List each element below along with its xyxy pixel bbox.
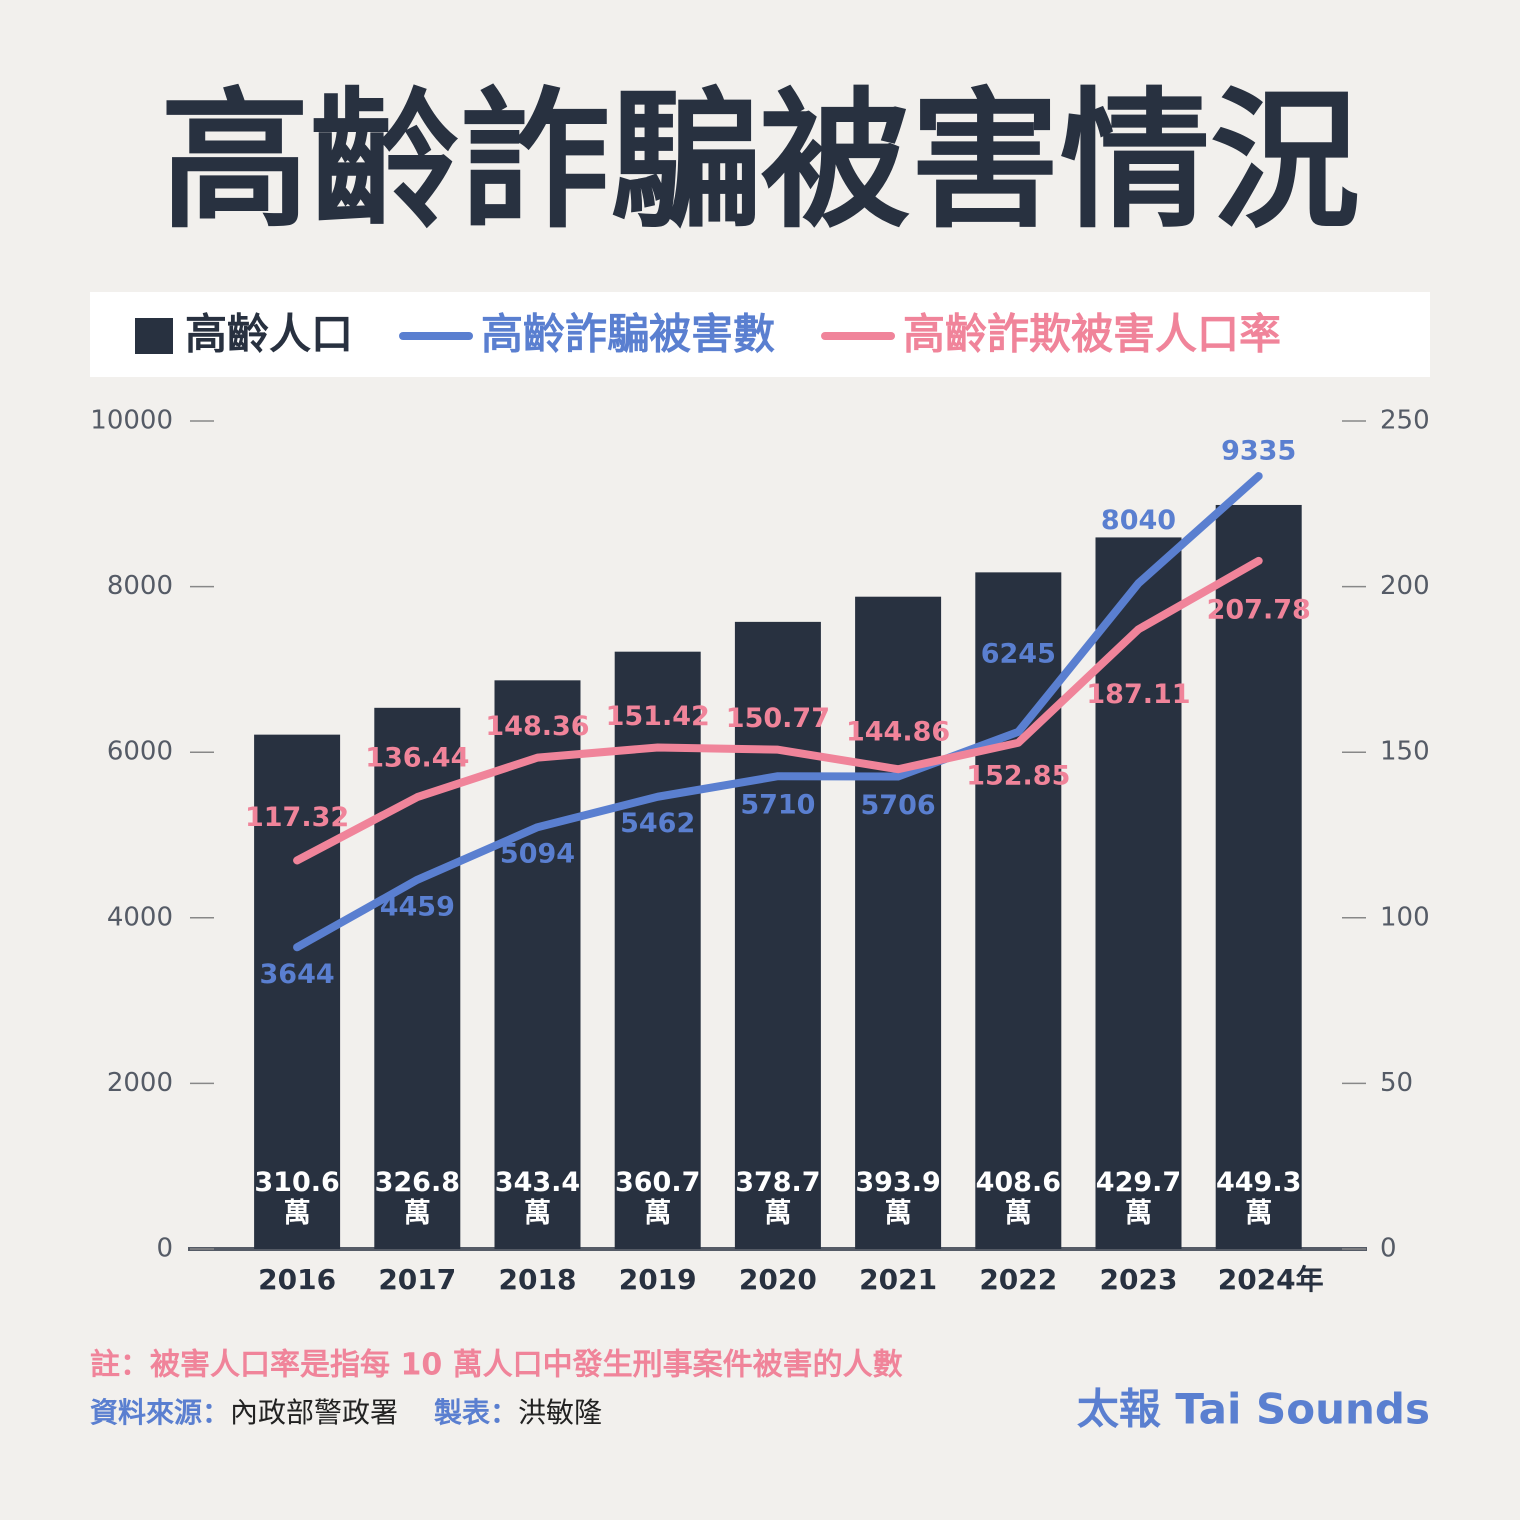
- bar: [855, 596, 942, 1249]
- bar: [614, 651, 701, 1249]
- line-value-label: 4459: [380, 891, 455, 922]
- x-tick-label: 2019: [619, 1263, 697, 1296]
- line-value-label: 136.44: [365, 743, 469, 774]
- y2-tick-label: 200: [1380, 571, 1430, 601]
- x-tick-label: 2017: [378, 1263, 456, 1296]
- source: 內政部警政署: [230, 1396, 398, 1429]
- line-value-label: 207.78: [1207, 594, 1311, 625]
- y2-tick-label: 0: [1380, 1234, 1397, 1264]
- bar-value-label: 429.7 萬: [1096, 1167, 1181, 1229]
- x-tick-label: 2020: [739, 1263, 817, 1296]
- line: [293, 472, 1263, 952]
- bar-value-label: 449.3 萬: [1216, 1167, 1301, 1229]
- x-tick-label: 2016: [258, 1263, 336, 1296]
- line-value-label: 117.32: [245, 802, 349, 833]
- bar-value-label: 408.6 萬: [976, 1167, 1061, 1229]
- legend-label: 高齡詐欺被害人口率: [903, 310, 1281, 359]
- bar-value-label: 393.9 萬: [855, 1167, 940, 1229]
- line-value-label: 5094: [500, 839, 575, 870]
- y2-tick-label: 250: [1380, 406, 1430, 436]
- line-value-label: 9335: [1221, 436, 1296, 467]
- y-tick-label: 0: [156, 1234, 173, 1264]
- line-value-label: 150.77: [726, 703, 830, 734]
- line-value-label: 151.42: [606, 701, 710, 732]
- legend-swatch: [135, 318, 173, 354]
- line: [293, 556, 1263, 865]
- y-tick-label: 4000: [107, 902, 173, 932]
- x-tick-label: 2024年: [1218, 1263, 1324, 1296]
- bar: [1215, 504, 1302, 1249]
- y-tick-label: 2000: [107, 1068, 173, 1098]
- y2-tick-label: 150: [1380, 737, 1430, 767]
- bar: [975, 572, 1062, 1249]
- y-tick-label: 6000: [107, 737, 173, 767]
- line-value-label: 5706: [861, 790, 936, 821]
- bar-value-label: 360.7 萬: [615, 1167, 700, 1229]
- chart-title: 高齡詐騙被害情況: [160, 75, 1360, 249]
- y-tick-label: 8000: [107, 571, 173, 601]
- note: 註：被害人口率是指每 10 萬人口中發生刑事案件被害的人數: [90, 1348, 903, 1383]
- x-tick-label: 2023: [1100, 1263, 1178, 1296]
- line-value-label: 8040: [1101, 505, 1176, 536]
- legend-box: [90, 292, 1430, 377]
- bar-value-label: 326.8 萬: [375, 1167, 460, 1229]
- legend: 高齡人口 高齡詐騙被害數 高齡詐欺被害人口率: [135, 310, 1281, 359]
- bar-value-label: 378.7 萬: [735, 1167, 820, 1229]
- line-value-label: 152.85: [966, 760, 1070, 791]
- brand: 太報 Tai Sounds: [1077, 1385, 1430, 1434]
- legend-label: 高齡詐騙被害數: [481, 310, 775, 359]
- x-tick-label: 2018: [499, 1263, 577, 1296]
- y-tick-label: 10000: [90, 406, 173, 436]
- line-value-label: 148.36: [485, 711, 589, 742]
- line-value-label: 144.86: [846, 717, 950, 748]
- line-value-label: 5710: [740, 790, 815, 821]
- bar-value-label: 343.4 萬: [495, 1167, 580, 1229]
- x-tick-label: 2022: [979, 1263, 1057, 1296]
- author: 洪敏隆: [518, 1396, 602, 1429]
- legend-label: 高齡人口: [185, 310, 353, 359]
- x-tick-label: 2021: [859, 1263, 937, 1296]
- line-value-label: 3644: [260, 959, 335, 990]
- bar-value-label: 310.6 萬: [254, 1167, 339, 1229]
- line-value-label: 6245: [981, 638, 1056, 669]
- y2-tick-label: 50: [1380, 1068, 1413, 1098]
- source-label: 資料來源：: [90, 1396, 230, 1429]
- source-line: 資料來源：內政部警政署 製表：洪敏隆: [90, 1396, 602, 1429]
- bar: [734, 621, 821, 1249]
- bar: [494, 680, 581, 1249]
- bar: [254, 734, 341, 1249]
- line-value-label: 187.11: [1086, 679, 1190, 710]
- line-value-label: 5462: [620, 808, 695, 839]
- y2-tick-label: 100: [1380, 902, 1430, 932]
- author-label: 製表：: [434, 1396, 518, 1429]
- bar: [1095, 537, 1182, 1249]
